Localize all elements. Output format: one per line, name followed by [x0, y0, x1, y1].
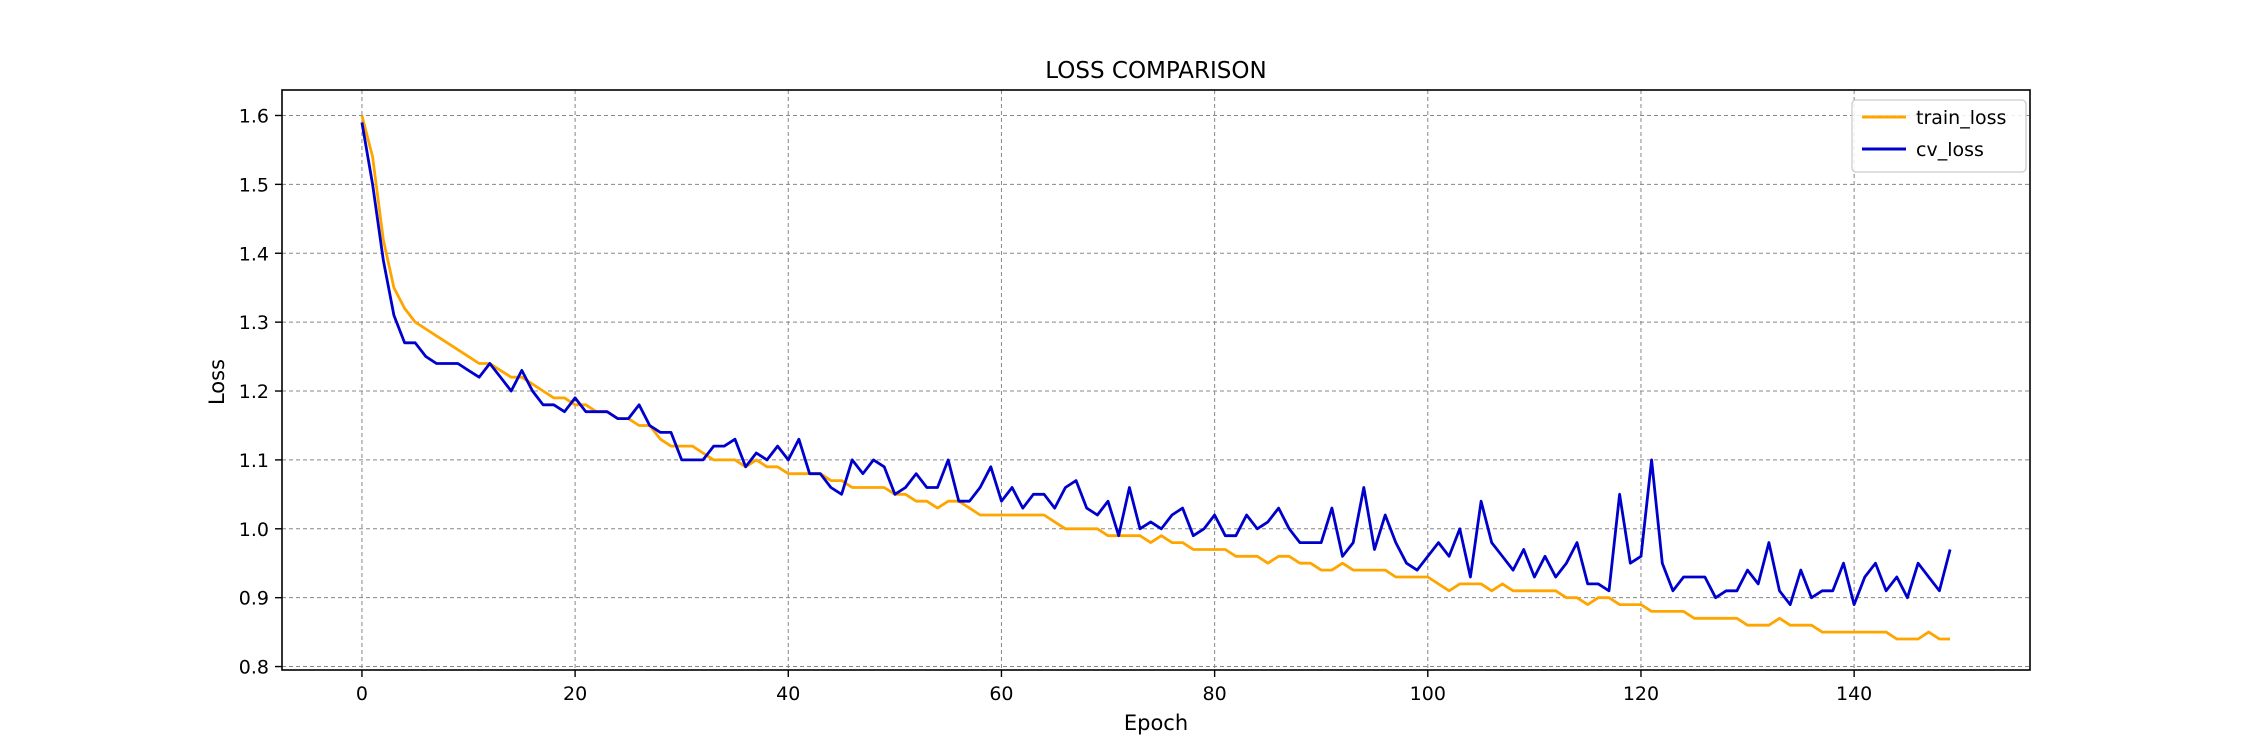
- grid-lines: [282, 90, 2030, 670]
- y-tick-label: 1.4: [239, 243, 269, 265]
- x-tick-label: 40: [776, 683, 800, 705]
- y-tick-label: 1.3: [239, 312, 269, 334]
- y-tick-label: 1.5: [239, 174, 269, 196]
- y-tick-label: 1.0: [239, 519, 269, 541]
- y-axis-label: Loss: [205, 359, 229, 405]
- x-tick-label: 120: [1623, 683, 1659, 705]
- x-tick-label: 140: [1836, 683, 1872, 705]
- x-tick-label: 80: [1203, 683, 1227, 705]
- plot-frame: [281, 89, 2031, 671]
- axis-ticks: 0 20 40 60 80 100 120 140 0.8 0.9 1.0 1.1 1.2 1.3 1.4 1…: [239, 105, 1872, 705]
- x-tick-label: 0: [356, 683, 368, 705]
- y-tick-label: 1.1: [239, 450, 269, 472]
- y-tick-label: 0.8: [239, 657, 269, 679]
- series-line-cv-loss: [360, 122, 1952, 606]
- y-tick-label: 1.2: [239, 381, 269, 403]
- legend-label-train-loss: train_loss: [1916, 107, 2006, 129]
- chart-title: LOSS COMPARISON: [1045, 58, 1266, 84]
- x-tick-label: 100: [1410, 683, 1446, 705]
- series-lines: [360, 115, 1952, 641]
- y-tick-label: 1.6: [239, 105, 269, 127]
- x-axis-label: Epoch: [1124, 711, 1188, 735]
- legend-label-cv-loss: cv_loss: [1916, 139, 1984, 161]
- y-tick-label: 0.9: [239, 588, 269, 610]
- legend: train_loss cv_loss: [1851, 99, 2027, 173]
- x-tick-label: 60: [989, 683, 1013, 705]
- x-tick-label: 20: [563, 683, 587, 705]
